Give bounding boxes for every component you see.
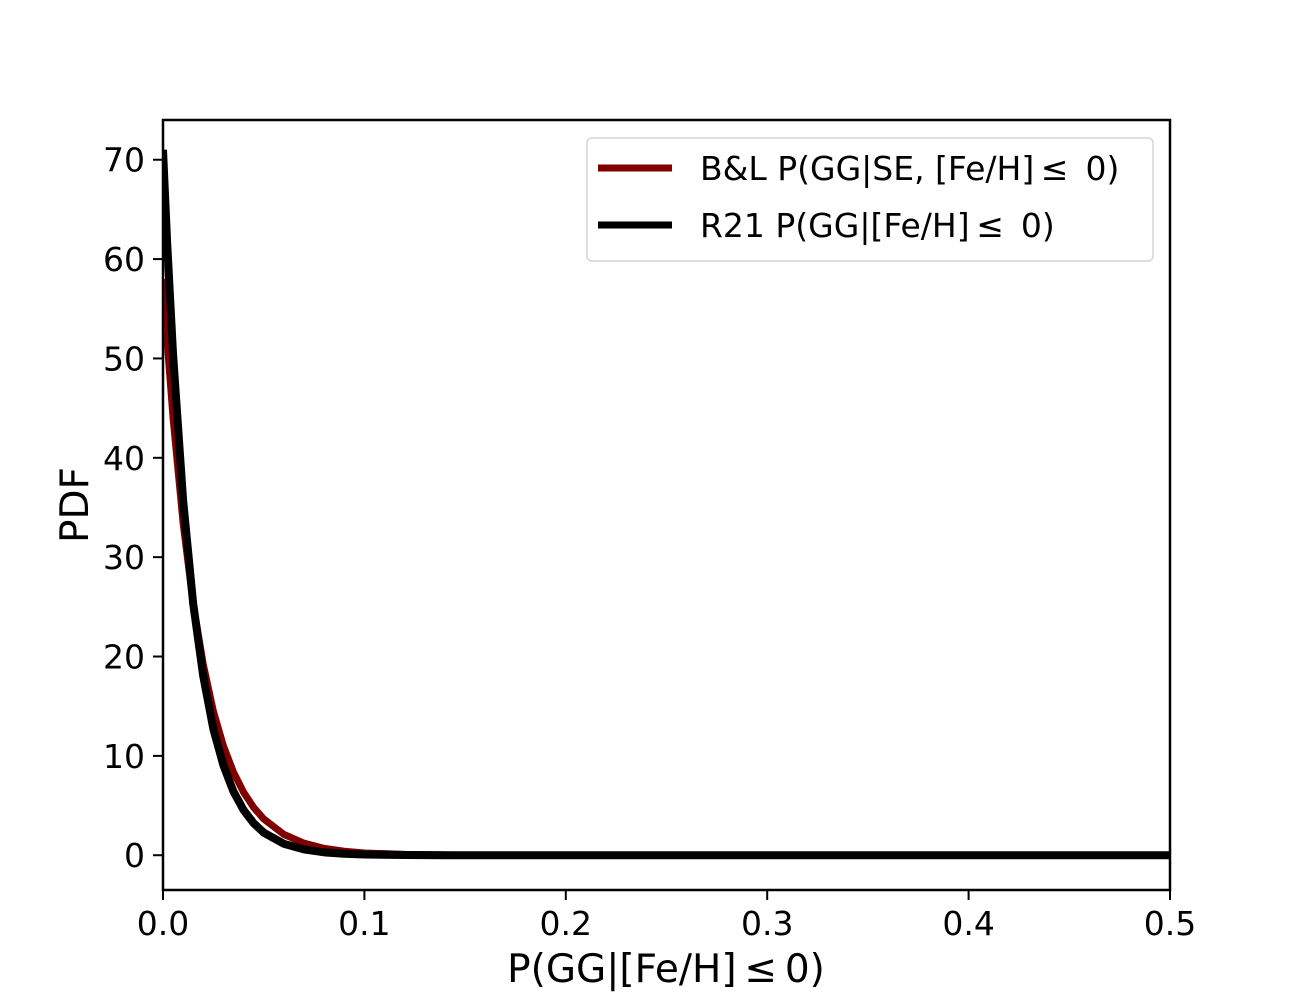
series-layer	[163, 149, 1170, 860]
legend: B&L P(GG|SE, [Fe/H] ≤ 0) R21 P(GG|[Fe/H] …	[586, 137, 1154, 262]
legend-box	[586, 137, 1154, 262]
y-tick-label: 70	[103, 141, 145, 180]
x-tick-label: 0.2	[540, 904, 592, 943]
y-tick-label: 20	[103, 638, 145, 677]
legend-label-1: R21 P(GG|[Fe/H] ≤ 0)	[700, 206, 1055, 245]
y-tick-label: 50	[103, 339, 145, 378]
y-tick-label: 10	[103, 737, 145, 776]
x-tick-label: 0.1	[338, 904, 390, 943]
x-tick-label: 0.3	[741, 904, 793, 943]
plot-frame	[161, 118, 1172, 892]
y-tick-label: 0	[124, 836, 145, 875]
x-tick-label: 0.0	[137, 904, 189, 943]
x-tick-label: 0.5	[1144, 904, 1196, 943]
y-axis-label: PDF	[53, 467, 98, 543]
legend-label-0: B&L P(GG|SE, [Fe/H] ≤ 0)	[700, 149, 1119, 188]
y-tick-label: 60	[103, 240, 145, 279]
x-axis: 0.0 0.1 0.2 0.3 0.4 0.5	[137, 890, 1196, 943]
series-line-1	[163, 149, 1170, 860]
y-tick-label: 40	[103, 439, 145, 478]
y-tick-label: 30	[103, 538, 145, 577]
y-axis: 0 10 20 30 40 50 60 70	[103, 141, 163, 875]
x-tick-label: 0.4	[942, 904, 994, 943]
x-axis-label: P(GG|[Fe/H] ≤ 0)	[507, 947, 825, 992]
